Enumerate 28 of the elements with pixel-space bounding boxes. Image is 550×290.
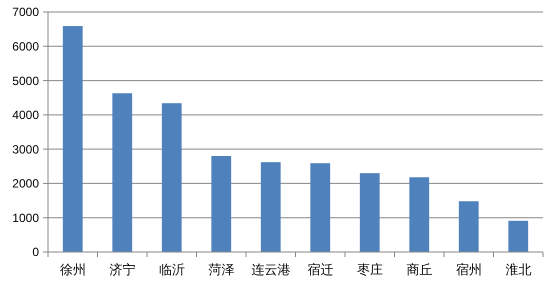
bar — [260, 162, 281, 252]
x-tick-label: 济宁 — [109, 262, 136, 277]
bar — [458, 201, 479, 252]
x-tick-label: 枣庄 — [356, 262, 383, 277]
bar — [409, 177, 430, 252]
y-tick-label: 7000 — [12, 5, 40, 20]
x-tick-label: 淮北 — [505, 262, 532, 277]
bar — [162, 103, 182, 252]
x-tick-label: 徐州 — [60, 262, 86, 277]
y-tick-label: 3000 — [12, 142, 40, 156]
bar — [310, 163, 330, 252]
x-tick-label: 商丘 — [406, 262, 432, 277]
bar — [360, 173, 380, 252]
bar — [112, 93, 132, 252]
bar — [211, 156, 232, 252]
x-tick-label: 宿迁 — [307, 262, 334, 277]
y-tick-label: 1000 — [12, 210, 40, 225]
bar — [62, 26, 83, 252]
y-tick-label: 6000 — [12, 39, 40, 54]
x-tick-label: 宿州 — [456, 262, 482, 277]
x-tick-label: 临沂 — [158, 262, 185, 277]
bar — [508, 220, 528, 252]
x-tick-label: 菏泽 — [208, 262, 234, 277]
y-tick-label: 2000 — [12, 176, 40, 191]
x-tick-label: 连云港 — [251, 262, 290, 277]
y-tick-label: 4000 — [12, 108, 40, 122]
y-tick-label: 0 — [32, 245, 40, 260]
y-tick-label: 5000 — [12, 74, 40, 88]
